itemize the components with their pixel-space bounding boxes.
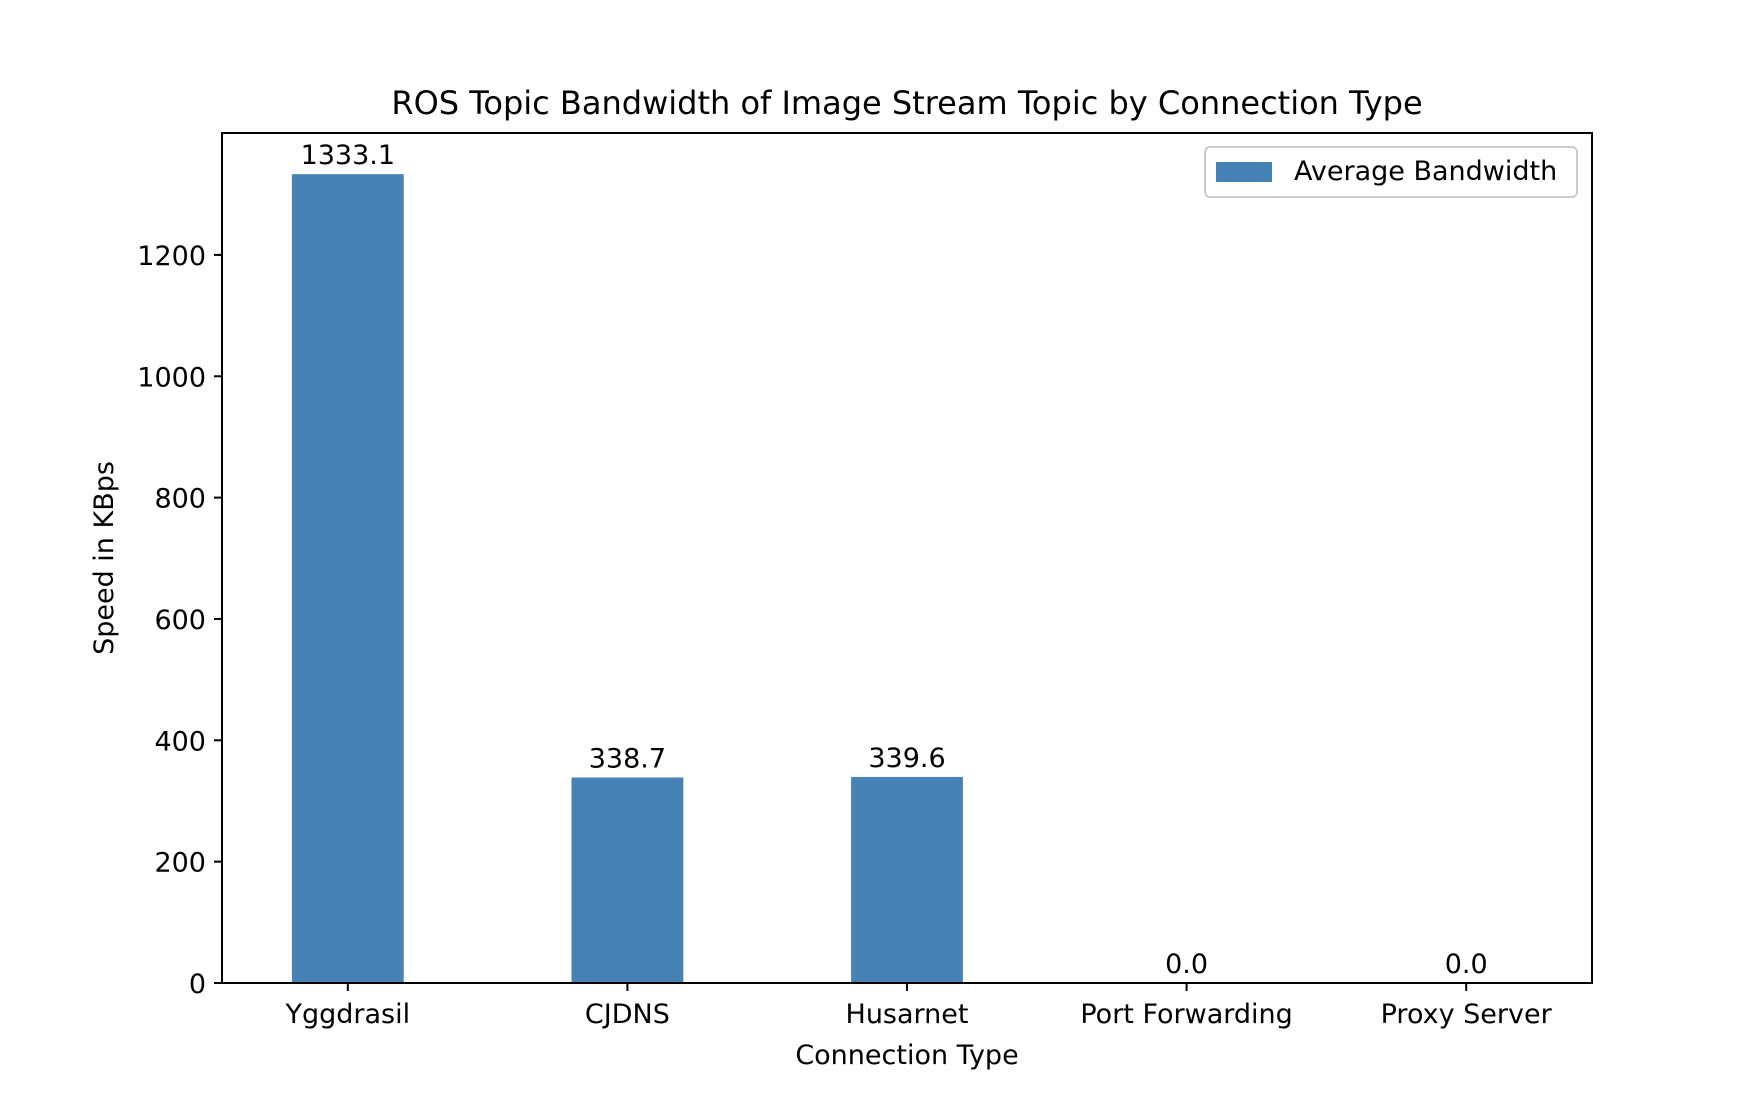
y-tick-label: 1000	[137, 362, 206, 393]
x-tick-label: Proxy Server	[1381, 999, 1553, 1030]
bar-labels-layer: 1333.1 338.7 339.6 0.0 0.0	[301, 140, 1488, 980]
x-axis-ticks: Yggdrasil CJDNS Husarnet Port Forwarding Pro…	[285, 983, 1553, 1030]
bars-layer	[291, 174, 963, 983]
bar-value-label: 1333.1	[301, 140, 395, 171]
y-axis-ticks: 0 200 400 600 800 1000 1200	[137, 241, 222, 1000]
bar-value-label: 0.0	[1445, 949, 1488, 980]
y-tick-label: 600	[154, 605, 206, 636]
x-tick-label: Yggdrasil	[285, 999, 411, 1030]
y-axis-label: Speed in KBps	[89, 461, 120, 655]
legend-label: Average Bandwidth	[1294, 156, 1557, 187]
x-tick-label: Husarnet	[846, 999, 969, 1030]
bar-value-label: 338.7	[589, 744, 666, 775]
y-tick-label: 400	[154, 726, 206, 757]
y-tick-label: 1200	[137, 241, 206, 272]
bar	[851, 776, 963, 983]
y-tick-label: 200	[154, 848, 206, 879]
legend-frame	[1204, 146, 1578, 198]
chart-title: ROS Topic Bandwidth of Image Stream Topi…	[391, 84, 1422, 122]
bar-value-label: 0.0	[1165, 949, 1208, 980]
bar	[571, 777, 684, 983]
y-tick-label: 800	[154, 484, 206, 515]
y-tick-label: 0	[189, 969, 206, 1000]
bar-value-label: 339.6	[868, 743, 945, 774]
x-tick-label: Port Forwarding	[1080, 999, 1292, 1030]
legend: Average Bandwidth	[1204, 146, 1578, 198]
bar	[291, 174, 404, 983]
plot-frame	[221, 132, 1593, 984]
legend-swatch	[1216, 162, 1272, 182]
x-axis-label: Connection Type	[795, 1040, 1018, 1071]
x-tick-label: CJDNS	[585, 999, 670, 1030]
